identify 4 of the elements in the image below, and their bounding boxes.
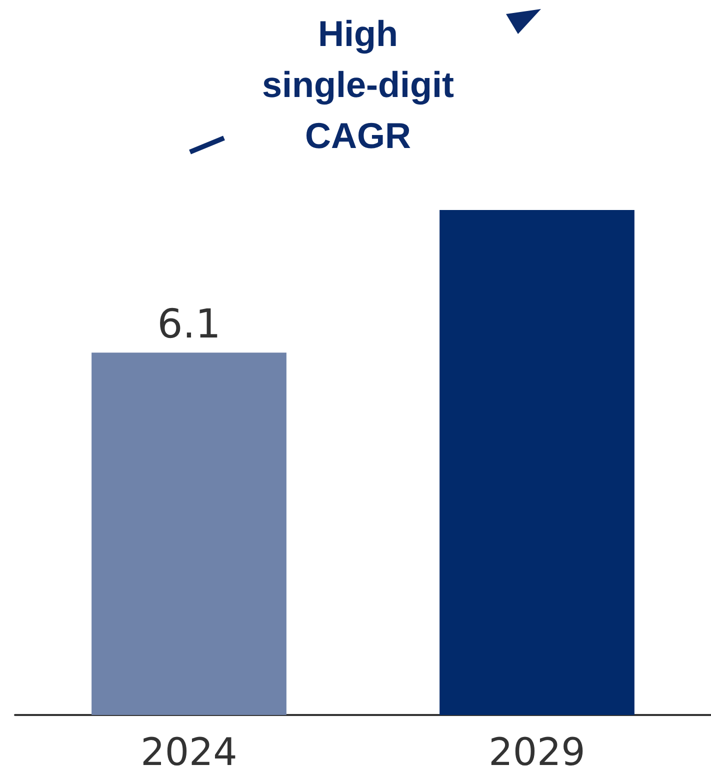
- x-tick-label: 2029: [488, 730, 586, 774]
- text: High single-digit CAGR: [262, 13, 454, 156]
- x-tick-label: 2024: [140, 730, 238, 774]
- data-label: 6.1: [157, 302, 221, 348]
